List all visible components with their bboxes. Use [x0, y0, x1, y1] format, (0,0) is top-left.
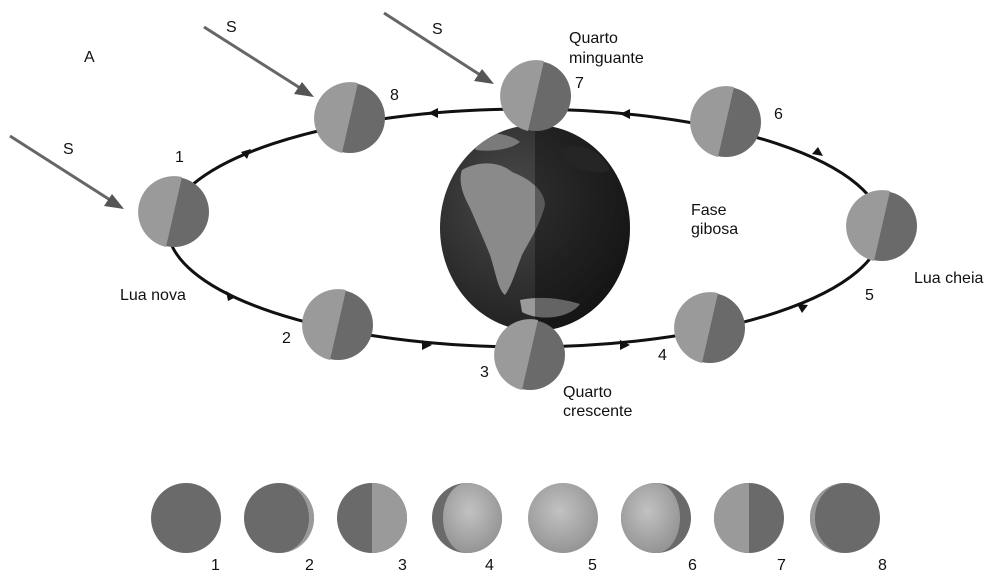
orbit-moon-8	[314, 82, 385, 153]
phase-number-6: 6	[688, 557, 697, 571]
phase-number-1: 1	[211, 557, 220, 571]
earth-land-africa	[560, 146, 610, 173]
phase-row: 1 2 3 4 5 6 7 8	[151, 483, 887, 571]
phase-moon-4	[432, 483, 502, 553]
orbit-arrow	[797, 304, 808, 313]
phase-number-7: 7	[777, 557, 786, 571]
orbit-number-8: 8	[390, 87, 399, 104]
orbit-moon-1	[138, 176, 209, 247]
orbit-number-5: 5	[865, 287, 874, 304]
phase-moon-6	[621, 483, 691, 553]
orbit-moon-4	[674, 292, 745, 363]
orbit-labels: 1 Lua nova 2 3 Quarto crescente 4 5 Lua …	[120, 30, 983, 420]
orbit-caption-7-line1: Quarto	[569, 30, 618, 47]
orbit-arrow	[241, 149, 251, 159]
orbit-caption-5: Lua cheia	[914, 270, 983, 287]
center-label-line2: gibosa	[691, 221, 738, 238]
phase-moon-3	[337, 483, 407, 553]
center-label-line1: Fase	[691, 202, 727, 219]
orbit-number-6: 6	[774, 106, 783, 123]
orbit-moon-3	[494, 319, 565, 390]
orbit-arrow	[620, 109, 630, 119]
sun-label-1: S	[63, 141, 74, 158]
orbit-number-3: 3	[480, 364, 489, 381]
phase-number-4: 4	[485, 557, 494, 571]
orbit-moon-2	[302, 289, 373, 360]
orbit-number-1: 1	[175, 149, 184, 166]
sun-label-3: S	[432, 21, 443, 38]
orbit-arrow	[422, 340, 432, 350]
sun-rays: S S S	[9, 11, 494, 209]
earth-night-side	[535, 125, 630, 331]
phase-moon-2	[244, 483, 314, 553]
orbit-caption-3-line1: Quarto	[563, 384, 612, 401]
phase-moon-8	[810, 483, 880, 553]
orbit-arrow	[428, 108, 438, 118]
sun-label-2: S	[226, 19, 237, 36]
sun-ray-2-arrowhead	[294, 82, 314, 97]
sun-ray-1	[9, 134, 119, 207]
earth-land-antarctica	[520, 297, 580, 318]
sun-ray-2	[203, 25, 309, 95]
sun-ray-3-arrowhead	[474, 69, 494, 84]
orbit-moon-6	[690, 86, 761, 157]
orbit-arrow	[812, 147, 823, 156]
panel-label: A	[84, 49, 95, 66]
phase-moon-5	[528, 483, 598, 553]
orbit-caption-7-line2: minguante	[569, 50, 644, 67]
phase-moon-7	[714, 483, 784, 553]
phase-number-5: 5	[588, 557, 597, 571]
earth-land-south-america	[460, 163, 545, 295]
phase-number-3: 3	[398, 557, 407, 571]
phase-moon-1	[151, 483, 221, 553]
phase-number-8: 8	[878, 557, 887, 571]
orbit-number-7: 7	[575, 75, 584, 92]
phase-number-2: 2	[305, 557, 314, 571]
orbit-arrow	[226, 291, 236, 301]
orbit-number-4: 4	[658, 347, 667, 364]
orbit-moons	[138, 60, 917, 390]
sun-ray-1-arrowhead	[104, 194, 124, 209]
orbit-number-2: 2	[282, 330, 291, 347]
orbit-moon-7	[500, 60, 571, 132]
orbit-arrow	[620, 340, 630, 350]
orbit-caption-1: Lua nova	[120, 287, 186, 304]
earth	[440, 125, 630, 331]
orbit-arrows	[226, 108, 823, 350]
sun-ray-3	[383, 11, 489, 82]
orbit-moon-5	[846, 190, 917, 261]
orbit-caption-3-line2: crescente	[563, 403, 632, 420]
